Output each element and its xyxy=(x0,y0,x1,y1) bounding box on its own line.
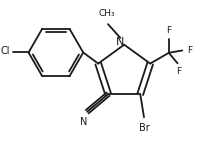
Text: CH₃: CH₃ xyxy=(99,9,115,18)
Text: F: F xyxy=(187,46,192,55)
Text: F: F xyxy=(176,67,181,76)
Text: Br: Br xyxy=(139,123,149,133)
Text: N: N xyxy=(116,37,125,47)
Text: Cl: Cl xyxy=(0,46,10,56)
Text: F: F xyxy=(166,26,171,35)
Text: N: N xyxy=(80,117,87,127)
